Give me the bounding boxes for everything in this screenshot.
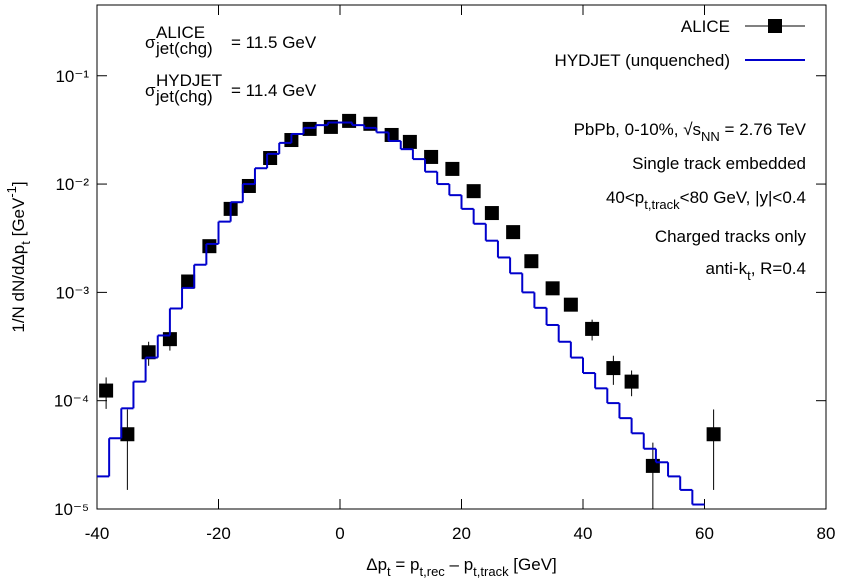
x-tick-label: 60 — [695, 524, 714, 543]
x-axis-label-part: t,rec — [420, 564, 446, 579]
y-tick-label: 10⁻⁵ — [54, 500, 89, 519]
plot-area — [97, 113, 721, 509]
legend-label: HYDJET (unquenched) — [555, 51, 730, 70]
sigma-sub: jet(chg) — [155, 39, 213, 58]
annotation: anti-kt, R=0.4 — [706, 259, 807, 283]
x-axis-label-part: [GeV] — [509, 555, 557, 574]
annotation-part: , R=0.4 — [751, 259, 806, 278]
data-point — [545, 281, 560, 296]
data-point — [563, 297, 578, 312]
annotation-part: Single track embedded — [632, 154, 806, 173]
x-axis-label-part: – p — [445, 555, 473, 574]
annotation: PbPb, 0-10%, √sNN = 2.76 TeV — [574, 120, 807, 144]
x-axis-label-part: Δp — [366, 555, 387, 574]
x-axis-label-part: t — [387, 564, 391, 579]
y-tick-label: 10⁻⁴ — [54, 392, 89, 411]
data-point — [606, 361, 621, 376]
data-point — [484, 206, 499, 221]
annotation-part: t,track — [644, 197, 680, 212]
data-point — [384, 127, 399, 142]
y-tick-label: 10⁻² — [55, 175, 89, 194]
x-tick-label: -20 — [206, 524, 231, 543]
annotation: Charged tracks only — [655, 227, 807, 246]
sigma-sup: ALICE — [156, 23, 205, 42]
annotation-part: t — [747, 268, 751, 283]
annotation-part: anti-k — [706, 259, 748, 278]
x-tick-label: -40 — [85, 524, 110, 543]
y-axis-label-part: 1/N dN/dΔp — [9, 245, 28, 333]
x-tick-label: 20 — [452, 524, 471, 543]
data-point — [202, 239, 217, 254]
sigma-value: = 11.5 GeV — [231, 33, 317, 52]
annotation-part: Charged tracks only — [655, 227, 807, 246]
y-tick-label: 10⁻³ — [55, 283, 89, 302]
annotation: 40<pt,track<80 GeV, |y|<0.4 — [606, 188, 806, 212]
data-point — [624, 374, 639, 389]
y-axis-label-part: [GeV — [9, 197, 28, 241]
data-point — [120, 427, 135, 442]
data-point — [706, 427, 721, 442]
x-axis-label: Δpt = pt,rec – pt,track [GeV] — [366, 555, 557, 579]
y-tick-label: 10⁻¹ — [55, 67, 89, 86]
sigma-symbol: σ — [145, 81, 156, 100]
data-point — [402, 134, 417, 149]
data-point — [466, 184, 481, 199]
annotation-part: PbPb, 0-10%, √s — [574, 120, 701, 139]
data-point — [141, 345, 156, 360]
data-point — [241, 178, 256, 193]
data-point — [181, 274, 196, 289]
data-point — [445, 161, 460, 176]
data-point — [645, 458, 660, 473]
data-point — [585, 321, 600, 336]
data-point — [424, 149, 439, 164]
y-axis-label: 1/N dN/dΔpt [GeV-1] — [4, 181, 33, 332]
sigma-sup: HYDJET — [156, 71, 222, 90]
x-tick-label: 80 — [817, 524, 836, 543]
y-axis-label-part: ] — [9, 181, 28, 186]
x-tick-label: 40 — [574, 524, 593, 543]
annotation-part: NN — [701, 129, 720, 144]
sigma-sub: jet(chg) — [155, 87, 213, 106]
annotation-part: = 2.76 TeV — [720, 120, 807, 139]
sigma-value: = 11.4 GeV — [231, 81, 317, 100]
annotation-part: 40<p — [606, 188, 644, 207]
y-axis-label-part: t — [18, 241, 33, 245]
y-axis-label-part: -1 — [4, 186, 19, 198]
data-point — [302, 121, 317, 136]
annotation-part: <80 GeV, |y|<0.4 — [680, 188, 806, 207]
x-axis-label-part: = p — [391, 555, 420, 574]
data-point — [99, 383, 114, 398]
legend-label: ALICE — [681, 17, 730, 36]
x-axis-label-part: t,track — [473, 564, 509, 579]
x-tick-label: 0 — [335, 524, 344, 543]
data-point — [524, 254, 539, 269]
data-point — [506, 225, 521, 240]
legend-marker — [768, 19, 782, 33]
annotation: Single track embedded — [632, 154, 806, 173]
sigma-symbol: σ — [145, 33, 156, 52]
